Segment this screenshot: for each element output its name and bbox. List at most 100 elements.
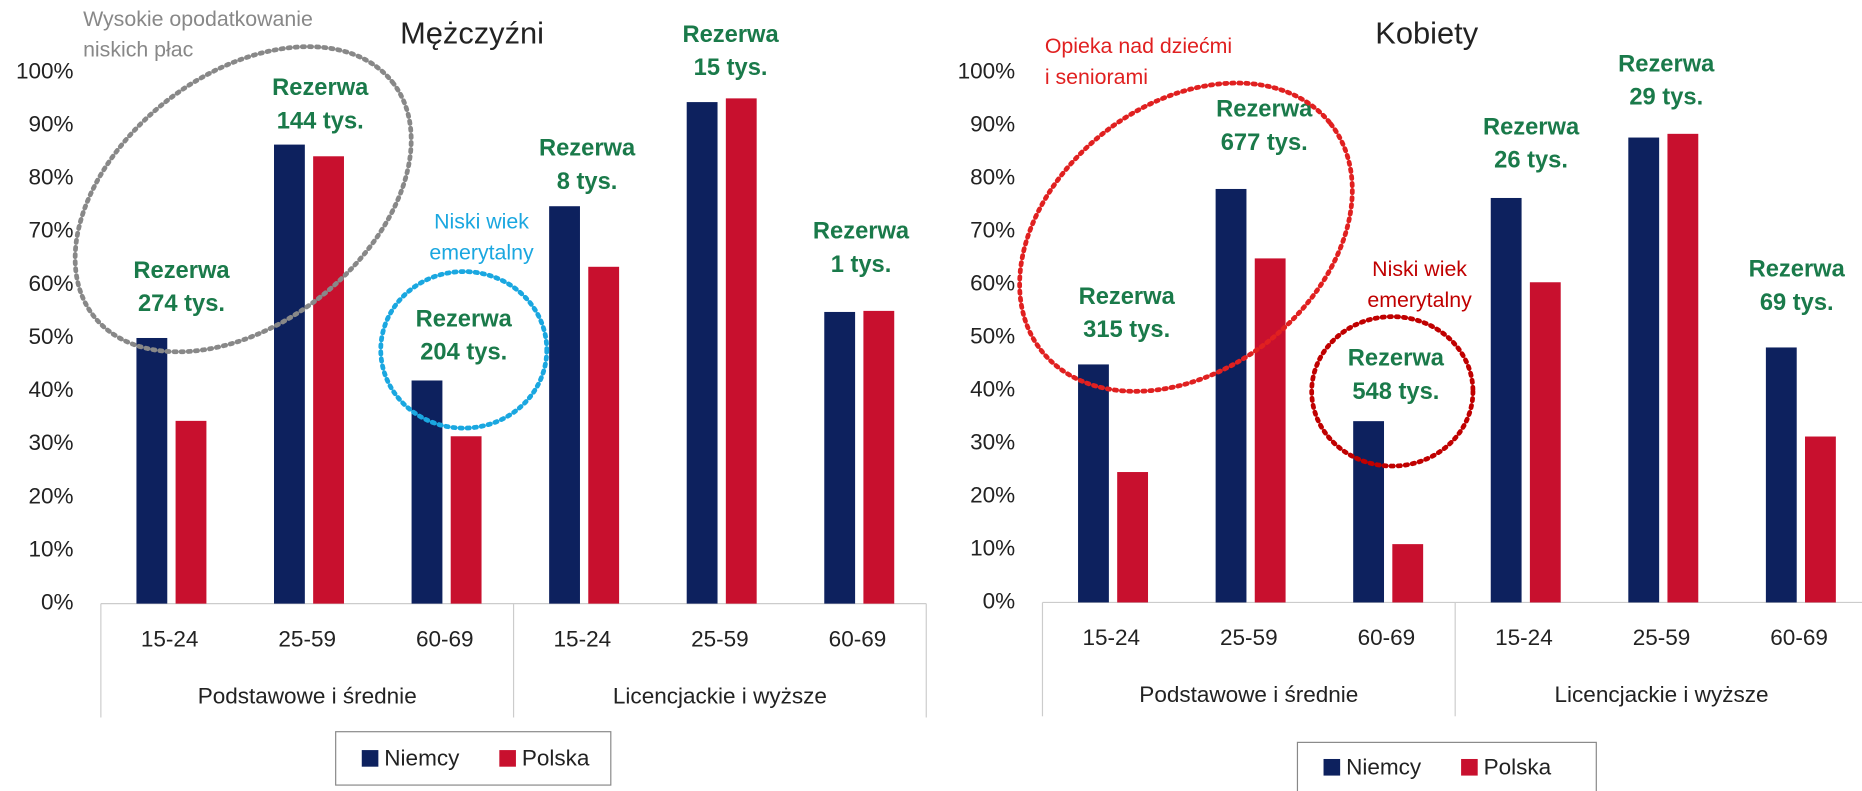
reserve-label: 69 tys. (1760, 290, 1834, 316)
legend-swatch (1461, 758, 1478, 776)
y-tick-label: 20% (970, 482, 1015, 507)
reserve-label: 677 tys. (1221, 130, 1308, 156)
y-tick-label: 70% (970, 217, 1015, 242)
y-tick-label: 50% (29, 324, 74, 349)
callout-text: Niski wiek (434, 210, 529, 234)
x-tick-label: 15-24 (1082, 625, 1140, 650)
reserve-label: Rezerwa (416, 306, 513, 332)
y-tick-label: 70% (29, 218, 74, 243)
reserve-label: Rezerwa (1216, 97, 1313, 123)
bar (1667, 133, 1699, 603)
x-tick-label: 25-59 (278, 626, 336, 651)
reserve-label: Rezerwa (813, 219, 910, 245)
y-tick-label: 20% (29, 483, 74, 508)
reserve-label: 1 tys. (831, 252, 892, 278)
bar (450, 436, 482, 604)
legend-swatch (499, 750, 516, 767)
group-label: Podstawowe i średnie (1139, 682, 1358, 707)
reserve-label: 144 tys. (277, 108, 364, 134)
x-tick-label: 15-24 (554, 626, 612, 651)
bar (863, 310, 895, 604)
reserve-label: 315 tys. (1083, 317, 1170, 343)
chart-title: Kobiety (1375, 16, 1478, 51)
y-tick-label: 60% (29, 271, 74, 296)
group-label: Licencjackie i wyższe (613, 683, 827, 708)
callout-text: emerytalny (429, 240, 534, 264)
y-tick-label: 90% (29, 111, 74, 136)
y-tick-label: 60% (970, 270, 1015, 295)
reserve-label: Rezerwa (1749, 257, 1846, 283)
legend-label: Polska (522, 746, 590, 771)
y-tick-label: 0% (983, 588, 1016, 613)
legend-swatch (1323, 758, 1341, 776)
callout-text: i seniorami (1045, 65, 1148, 89)
callout-text: Wysokie opodatkowanie (83, 7, 313, 31)
y-tick-label: 40% (29, 377, 74, 402)
reserve-label: Rezerwa (1618, 51, 1715, 77)
bar (1353, 421, 1385, 603)
legend-label: Niemcy (1346, 754, 1422, 779)
y-tick-label: 0% (41, 590, 74, 615)
bar (1765, 347, 1797, 603)
bar (824, 311, 856, 604)
x-tick-label: 60-69 (1770, 625, 1828, 650)
bar (686, 102, 718, 604)
group-label: Licencjackie i wyższe (1555, 682, 1769, 707)
y-tick-label: 90% (970, 111, 1015, 136)
callout-ellipse (72, 44, 414, 355)
bar (1490, 197, 1522, 603)
y-tick-label: 100% (958, 58, 1016, 83)
group-label: Podstawowe i średnie (198, 683, 417, 708)
x-tick-label: 25-59 (691, 626, 749, 651)
reserve-label: 15 tys. (694, 55, 768, 81)
bar (725, 98, 757, 604)
x-tick-label: 60-69 (829, 626, 887, 651)
bar (1529, 282, 1561, 603)
chart-title: Mężczyźni (400, 16, 544, 51)
callout-ellipse (1309, 314, 1476, 469)
x-tick-label: 60-69 (1358, 625, 1416, 650)
y-tick-label: 50% (970, 323, 1015, 348)
x-tick-label: 25-59 (1633, 625, 1691, 650)
legend-swatch (361, 750, 379, 767)
y-tick-label: 30% (29, 430, 74, 455)
reserve-label: 548 tys. (1352, 379, 1439, 405)
callout-text: emerytalny (1367, 288, 1472, 312)
bar (588, 266, 620, 604)
y-tick-label: 30% (970, 429, 1015, 454)
bar (1392, 544, 1424, 603)
x-tick-label: 15-24 (141, 626, 199, 651)
callout-ellipse (378, 269, 550, 431)
reserve-label: Rezerwa (133, 258, 230, 284)
y-tick-label: 40% (970, 376, 1015, 401)
reserve-label: 29 tys. (1629, 85, 1703, 111)
bar (136, 337, 168, 604)
bar (175, 420, 207, 604)
bar (1628, 137, 1660, 603)
callout-text: Niski wiek (1372, 257, 1467, 281)
bar (274, 144, 305, 604)
callout-ellipse (1017, 80, 1355, 394)
bar (1805, 436, 1836, 603)
reserve-label: Rezerwa (539, 136, 636, 162)
x-tick-label: 25-59 (1220, 625, 1278, 650)
bar (313, 156, 344, 604)
y-tick-label: 100% (16, 58, 74, 83)
reserve-label: Rezerwa (682, 22, 779, 48)
callout-text: Opieka nad dziećmi (1045, 34, 1232, 58)
reserve-label: 26 tys. (1494, 148, 1568, 174)
bar (1078, 364, 1109, 603)
legend-box (335, 731, 612, 786)
reserve-label: 204 tys. (420, 340, 507, 366)
reserve-label: Rezerwa (1483, 114, 1580, 140)
x-tick-label: 15-24 (1495, 625, 1553, 650)
legend-label: Polska (1484, 754, 1552, 779)
y-tick-label: 10% (970, 535, 1015, 560)
bar (549, 206, 580, 604)
bar (1215, 188, 1247, 603)
legend-label: Niemcy (384, 746, 460, 771)
x-tick-label: 60-69 (416, 626, 474, 651)
reserve-label: Rezerwa (272, 75, 369, 101)
y-tick-label: 10% (29, 536, 74, 561)
